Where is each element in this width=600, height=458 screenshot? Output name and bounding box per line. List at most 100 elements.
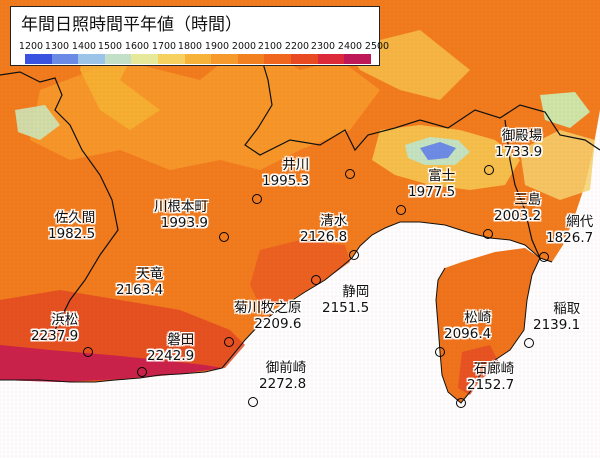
legend-tick-row: 1200 1300 1400 1500 1600 1700 1800 1900 …	[17, 41, 389, 52]
legend-tick: 1500	[97, 41, 123, 52]
legend: 年間日照時間平年値（時間） 1200 1300 1400 1500 1600 1…	[10, 6, 389, 66]
legend-swatch	[51, 54, 79, 64]
coastline	[0, 221, 553, 383]
station-value: 2242.9	[147, 348, 195, 364]
station-label: 富士 1977.5	[408, 168, 455, 200]
station-value: 1977.5	[408, 184, 456, 200]
station-name: 網代	[566, 214, 594, 230]
station-label: 御殿場 1733.9	[495, 128, 542, 160]
station-value: 2209.6	[254, 316, 302, 332]
legend-swatch	[264, 54, 292, 64]
station-marker	[349, 250, 359, 260]
legend-swatch	[344, 54, 371, 64]
legend-swatch	[78, 54, 105, 64]
station-value: 1982.5	[48, 226, 96, 242]
station-label: 松崎 2096.4	[444, 310, 491, 342]
station-value: 2237.9	[31, 328, 79, 344]
legend-tick: 2300	[310, 41, 336, 52]
map-title: 年間日照時間平年値（時間）	[21, 15, 242, 35]
station-marker	[456, 398, 466, 408]
legend-tick: 1800	[177, 41, 203, 52]
station-name: 石廊崎	[473, 361, 515, 377]
station-value: 2272.8	[259, 376, 307, 392]
legend-swatch	[291, 54, 318, 64]
station-name: 松崎	[464, 310, 492, 326]
station-name: 富士	[428, 168, 456, 184]
legend-tick: 1400	[71, 41, 97, 52]
prefecture-border-east	[504, 119, 541, 259]
legend-tick: 2400	[337, 41, 363, 52]
station-name: 御殿場	[501, 128, 543, 144]
station-label: 石廊崎 2152.7	[467, 361, 514, 393]
station-marker	[224, 337, 234, 347]
legend-tick: 1600	[124, 41, 150, 52]
station-value: 2126.8	[300, 229, 348, 245]
legend-swatch	[158, 54, 185, 64]
station-name: 天竜	[136, 266, 164, 282]
station-value: 2096.4	[444, 326, 492, 342]
station-name: 三島	[514, 192, 542, 208]
legend-tick: 1700	[151, 41, 177, 52]
station-value: 2152.7	[467, 377, 515, 393]
station-name: 御前崎	[265, 360, 307, 376]
station-marker	[483, 229, 493, 239]
station-name: 静岡	[342, 284, 370, 300]
legend-swatch	[131, 54, 159, 64]
station-label: 網代 1826.7	[546, 214, 593, 246]
station-name: 井川	[282, 157, 310, 173]
station-label: 静岡 2151.5	[322, 284, 369, 316]
station-value: 1993.9	[160, 215, 208, 231]
prefecture-border-west	[0, 71, 119, 331]
station-label: 三島 2003.2	[494, 192, 541, 224]
station-marker	[435, 347, 445, 357]
station-marker	[137, 367, 147, 377]
station-value: 1995.3	[262, 173, 310, 189]
station-name: 佐久間	[54, 210, 96, 226]
station-marker	[484, 165, 494, 175]
legend-swatch	[184, 54, 212, 64]
station-name: 浜松	[51, 312, 79, 328]
legend-tick: 2000	[231, 41, 257, 52]
station-name: 磐田	[167, 332, 195, 348]
station-marker	[248, 397, 258, 407]
station-label: 浜松 2237.9	[31, 312, 78, 344]
legend-swatch	[237, 54, 265, 64]
station-value: 2003.2	[494, 208, 542, 224]
station-value: 2151.5	[322, 300, 370, 316]
station-marker	[219, 232, 229, 242]
station-label: 菊川牧之原 2209.6	[234, 300, 302, 332]
station-label: 佐久間 1982.5	[48, 210, 95, 242]
station-value: 1826.7	[546, 230, 594, 246]
prefecture-border-north	[244, 59, 600, 156]
station-label: 天竜 2163.4	[116, 266, 163, 298]
station-name: 清水	[320, 213, 348, 229]
station-label: 磐田 2242.9	[147, 332, 194, 364]
legend-tick: 2100	[257, 41, 283, 52]
legend-tick: 1300	[44, 41, 70, 52]
station-marker	[345, 169, 355, 179]
legend-color-bar	[25, 54, 371, 64]
station-label: 御前崎 2272.8	[259, 360, 306, 392]
station-value: 1733.9	[495, 144, 543, 160]
izu-coastline	[435, 257, 541, 404]
station-marker	[539, 252, 549, 262]
station-name: 稲取	[553, 301, 581, 317]
station-name: 菊川牧之原	[234, 300, 302, 316]
station-marker	[83, 347, 93, 357]
station-marker	[311, 275, 321, 285]
legend-swatch	[104, 54, 132, 64]
legend-swatch	[317, 54, 345, 64]
station-marker	[396, 205, 406, 215]
station-value: 2139.1	[533, 317, 581, 333]
legend-tick: 1200	[18, 41, 44, 52]
station-label: 稲取 2139.1	[533, 301, 580, 333]
station-label: 川根本町 1993.9	[154, 199, 208, 231]
station-label: 井川 1995.3	[262, 157, 309, 189]
station-marker	[524, 338, 534, 348]
legend-tick: 2500	[364, 41, 390, 52]
legend-swatch	[25, 54, 52, 64]
legend-swatch	[211, 54, 238, 64]
station-label: 清水 2126.8	[300, 213, 347, 245]
